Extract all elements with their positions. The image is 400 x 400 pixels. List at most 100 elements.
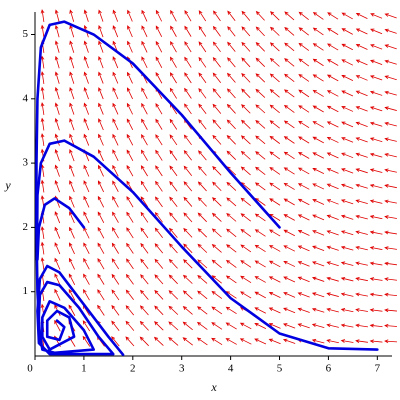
field-arrow (98, 118, 104, 131)
field-arrow (196, 321, 208, 330)
field-arrow (155, 56, 163, 68)
field-arrow (369, 308, 383, 312)
field-arrow (312, 214, 325, 221)
field-arrow (384, 323, 398, 328)
field-arrow (284, 11, 295, 21)
field-arrow (297, 323, 310, 329)
field-arrow (312, 136, 324, 144)
field-arrow (83, 289, 90, 301)
field-arrow (268, 291, 281, 298)
field-arrow (298, 89, 310, 98)
field-arrow (40, 86, 45, 100)
field-arrow (98, 24, 104, 38)
field-arrow (98, 71, 104, 84)
field-arrow (213, 10, 221, 22)
field-arrow (212, 88, 222, 99)
field-arrow (355, 106, 368, 112)
field-arrow (312, 152, 325, 159)
field-arrow (125, 336, 135, 347)
field-arrow (155, 25, 163, 38)
field-arrow (112, 9, 119, 22)
field-arrow (168, 337, 179, 346)
field-arrow (326, 292, 339, 297)
field-arrow (197, 290, 208, 300)
field-arrow (197, 274, 208, 284)
field-arrow (83, 9, 89, 22)
field-arrow (241, 10, 251, 21)
field-arrow (127, 25, 133, 38)
field-arrow (68, 257, 75, 270)
field-arrow (240, 166, 251, 176)
field-arrow (268, 260, 281, 268)
field-arrow (140, 227, 149, 239)
field-arrow (98, 40, 104, 53)
field-arrow (211, 337, 223, 346)
field-arrow (98, 9, 104, 22)
field-arrow (154, 258, 164, 269)
field-arrow (212, 103, 222, 114)
field-arrow (312, 43, 324, 51)
field-arrow (269, 120, 280, 129)
y-tick-label: 2 (23, 221, 29, 233)
field-arrow (183, 212, 193, 223)
field-arrow (198, 25, 207, 37)
field-arrow (83, 102, 90, 115)
field-arrow (54, 71, 60, 84)
field-arrow (297, 245, 310, 252)
field-arrow (384, 246, 397, 250)
field-arrow (69, 86, 75, 100)
field-arrow (155, 71, 163, 84)
field-arrow (83, 118, 90, 131)
field-arrow (268, 276, 281, 283)
trajectory (36, 264, 125, 357)
field-arrow (54, 9, 60, 22)
field-arrow (97, 242, 105, 254)
field-arrow (40, 102, 45, 115)
field-arrow (155, 103, 163, 115)
field-arrow (54, 242, 61, 255)
field-arrow (127, 9, 133, 22)
field-arrow (355, 121, 368, 127)
field-arrow (355, 277, 368, 282)
field-arrow (384, 90, 397, 96)
field-arrow (284, 42, 295, 52)
field-arrow (98, 164, 104, 177)
y-tick-label: 4 (23, 92, 29, 104)
field-arrow (255, 104, 266, 114)
field-arrow (355, 75, 368, 81)
field-arrow (69, 226, 75, 239)
field-arrow (211, 259, 222, 269)
field-arrow (83, 164, 90, 177)
field-arrow (126, 227, 134, 239)
field-arrow (170, 40, 177, 53)
field-arrow (126, 87, 133, 100)
field-arrow (211, 212, 222, 222)
field-arrow (326, 121, 339, 128)
field-arrow (384, 75, 397, 81)
field-arrow (255, 57, 266, 68)
field-arrow (355, 261, 368, 266)
field-arrow (326, 199, 339, 205)
field-arrow (154, 305, 164, 316)
field-arrow (211, 228, 222, 238)
field-arrow (384, 184, 397, 189)
field-arrow (326, 137, 339, 143)
field-arrow (154, 211, 163, 223)
field-arrow (126, 242, 134, 254)
field-arrow (355, 28, 368, 35)
field-arrow (112, 102, 119, 115)
field-arrow (155, 165, 163, 177)
field-arrow (283, 292, 296, 298)
field-arrow (268, 338, 281, 345)
field-arrow (225, 306, 237, 315)
field-arrow (297, 214, 310, 221)
field-arrow (355, 199, 368, 205)
field-arrow (254, 260, 266, 268)
field-arrow (384, 308, 398, 313)
field-arrow (169, 134, 178, 146)
field-arrow (98, 133, 104, 146)
field-arrow (112, 25, 119, 38)
field-arrow (226, 213, 237, 222)
field-arrow (384, 13, 397, 19)
field-arrow (297, 198, 310, 206)
